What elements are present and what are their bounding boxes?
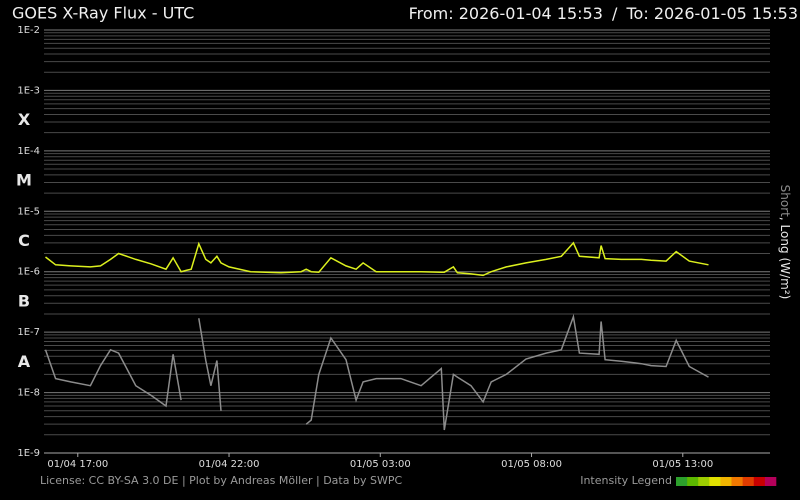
y-tick-label: 1E-5 <box>17 206 40 217</box>
series-line <box>44 313 709 431</box>
to-time: 2026-01-05 15:53 <box>654 4 798 23</box>
x-tick-label: 01/05 03:00 <box>350 459 411 470</box>
x-tick-label: 01/05 13:00 <box>652 459 713 470</box>
flare-class-label: C <box>18 231 30 250</box>
y-axis-legend: Short, Long (W/m²) <box>779 185 793 300</box>
y-axis-unit: (W/m²) <box>779 258 793 300</box>
from-label: From: <box>409 4 454 23</box>
time-range: From: 2026-01-04 15:53 / To: 2026-01-05 … <box>409 4 798 23</box>
legend-entry: Short <box>779 185 793 217</box>
to-label: To: <box>625 4 648 23</box>
x-tick-label: 01/04 22:00 <box>199 459 260 470</box>
x-tick-label: 01/05 08:00 <box>501 459 562 470</box>
y-tick-label: 1E-3 <box>17 85 40 96</box>
flare-class-label: M <box>16 171 32 190</box>
series-line <box>45 241 709 277</box>
intensity-swatch <box>709 477 721 486</box>
intensity-swatch <box>720 477 732 486</box>
intensity-swatch <box>764 477 777 486</box>
plot-background <box>44 30 770 453</box>
intensity-swatch <box>676 477 688 486</box>
from-time: 2026-01-04 15:53 <box>459 4 603 23</box>
y-tick-label: 1E-6 <box>17 267 40 278</box>
intensity-swatch <box>687 477 699 486</box>
flare-class-label: X <box>18 110 31 129</box>
legend-entry: Long <box>779 225 793 254</box>
legend-separator: , <box>779 217 793 225</box>
intensity-legend-label: Intensity Legend <box>580 474 672 487</box>
chart-title: GOES X-Ray Flux - UTC <box>12 4 194 23</box>
y-tick-label: 1E-7 <box>17 327 40 338</box>
intensity-swatch <box>731 477 743 486</box>
y-tick-label: 1E-9 <box>17 448 40 459</box>
flare-class-label: A <box>18 352 31 371</box>
footer-credits: License: CC BY-SA 3.0 DE | Plot by Andre… <box>40 474 402 487</box>
intensity-swatch <box>753 477 766 486</box>
x-tick-label: 01/04 17:00 <box>47 459 108 470</box>
y-tick-label: 1E-8 <box>17 388 40 399</box>
y-tick-label: 1E-2 <box>17 25 40 36</box>
range-separator: / <box>612 4 618 23</box>
intensity-swatch <box>698 477 710 486</box>
flare-class-label: B <box>18 291 30 310</box>
y-tick-label: 1E-4 <box>17 146 40 157</box>
intensity-swatch <box>742 477 755 486</box>
